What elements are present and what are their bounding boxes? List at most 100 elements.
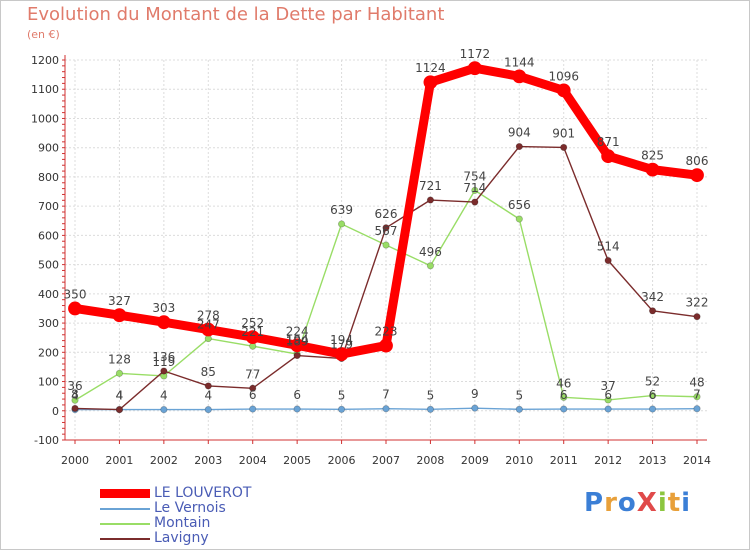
- data-point: [201, 322, 216, 337]
- data-label: 4: [204, 389, 212, 403]
- y-tick-label: 1000: [31, 112, 59, 125]
- data-point: [337, 220, 346, 228]
- data-point: [426, 262, 435, 270]
- y-tick-label: 100: [38, 376, 59, 389]
- data-point: [290, 338, 305, 353]
- data-label: 223: [375, 325, 398, 339]
- data-point: [71, 404, 79, 413]
- data-label: 322: [686, 296, 709, 310]
- x-tick-label: 2007: [372, 454, 400, 467]
- data-label: 6: [604, 388, 612, 402]
- legend-item: Lavigny: [100, 531, 209, 546]
- data-label: 36: [67, 379, 82, 393]
- data-label: 194: [330, 333, 353, 347]
- data-label: 4: [116, 389, 124, 403]
- data-point: [382, 241, 390, 249]
- data-point: [693, 405, 701, 413]
- x-tick-label: 2006: [328, 454, 356, 467]
- x-tick-label: 2013: [639, 454, 667, 467]
- data-label: 567: [375, 224, 398, 238]
- data-label: 4: [71, 389, 79, 403]
- legend-swatch: [100, 522, 150, 525]
- data-point: [604, 256, 612, 265]
- y-tick-label: -100: [34, 434, 59, 447]
- data-point: [115, 369, 124, 377]
- y-tick-label: 500: [38, 259, 59, 272]
- data-label: 5: [515, 388, 523, 402]
- data-point: [560, 405, 568, 413]
- data-label: 1124: [415, 61, 446, 75]
- data-label: 754: [463, 169, 486, 183]
- y-tick-label: 0: [52, 405, 59, 418]
- data-point: [512, 69, 527, 84]
- x-tick-label: 2003: [194, 454, 222, 467]
- data-label: 252: [241, 316, 264, 330]
- legend-item: LE LOUVEROT: [100, 486, 251, 501]
- data-point: [68, 301, 82, 316]
- y-tick-label: 800: [38, 171, 59, 184]
- data-point: [156, 315, 171, 330]
- data-label: 1096: [548, 69, 579, 83]
- proxiti-logo: ProXiti: [584, 488, 692, 518]
- data-label: 350: [64, 287, 87, 301]
- data-label: 4: [116, 389, 124, 403]
- data-label: 119: [152, 355, 175, 369]
- data-label: 179: [330, 337, 353, 351]
- data-label: 77: [245, 367, 260, 381]
- data-point: [648, 307, 657, 315]
- legend-item: Le Vernois: [100, 501, 226, 516]
- data-point: [337, 405, 346, 413]
- data-point: [249, 384, 257, 392]
- data-point: [693, 393, 701, 401]
- data-label: 825: [641, 149, 664, 163]
- y-tick-label: 1100: [31, 83, 59, 96]
- legend-label: Le Vernois: [154, 500, 226, 516]
- legend-swatch: [100, 507, 150, 510]
- data-label: 8: [71, 387, 79, 401]
- chart-title: Evolution du Montant de la Dette par Hab…: [27, 4, 445, 25]
- data-label: 6: [649, 388, 657, 402]
- data-point: [471, 198, 479, 206]
- y-tick-label: 300: [38, 317, 59, 330]
- data-label: 224: [286, 324, 309, 338]
- legend-swatch: [100, 489, 150, 498]
- data-point: [334, 347, 349, 361]
- data-label: 901: [552, 126, 575, 140]
- data-point: [556, 83, 571, 98]
- data-point: [115, 405, 124, 414]
- y-tick-label: 1200: [31, 54, 59, 67]
- data-label: 1144: [504, 55, 535, 69]
- data-label: 871: [597, 135, 620, 149]
- x-tick-label: 2008: [416, 454, 444, 467]
- data-label: 189: [286, 335, 309, 349]
- data-label: 194: [286, 333, 309, 347]
- data-point: [293, 351, 301, 360]
- data-point: [467, 61, 482, 76]
- data-point: [645, 162, 660, 177]
- data-label: 52: [645, 375, 660, 389]
- x-tick-label: 2009: [461, 454, 489, 467]
- data-point: [601, 149, 616, 164]
- data-label: 656: [508, 198, 531, 212]
- data-label: 247: [197, 318, 220, 332]
- x-tick-label: 2010: [505, 454, 533, 467]
- data-point: [515, 142, 523, 151]
- data-point: [204, 382, 212, 390]
- data-label: 6: [560, 388, 568, 402]
- data-point: [160, 367, 168, 375]
- y-tick-label: 700: [38, 200, 59, 213]
- data-point: [560, 393, 568, 401]
- data-label: 278: [197, 309, 220, 323]
- data-label: 136: [152, 350, 175, 364]
- data-point: [648, 405, 657, 413]
- data-label: 37: [601, 379, 616, 393]
- x-tick-label: 2012: [594, 454, 622, 467]
- data-point: [379, 338, 393, 353]
- x-tick-label: 2002: [150, 454, 178, 467]
- data-label: 6: [249, 388, 257, 402]
- data-label: 4: [160, 389, 168, 403]
- data-label: 342: [641, 290, 664, 304]
- data-label: 626: [375, 207, 398, 221]
- y-tick-label: 900: [38, 142, 59, 155]
- data-label: 6: [293, 388, 301, 402]
